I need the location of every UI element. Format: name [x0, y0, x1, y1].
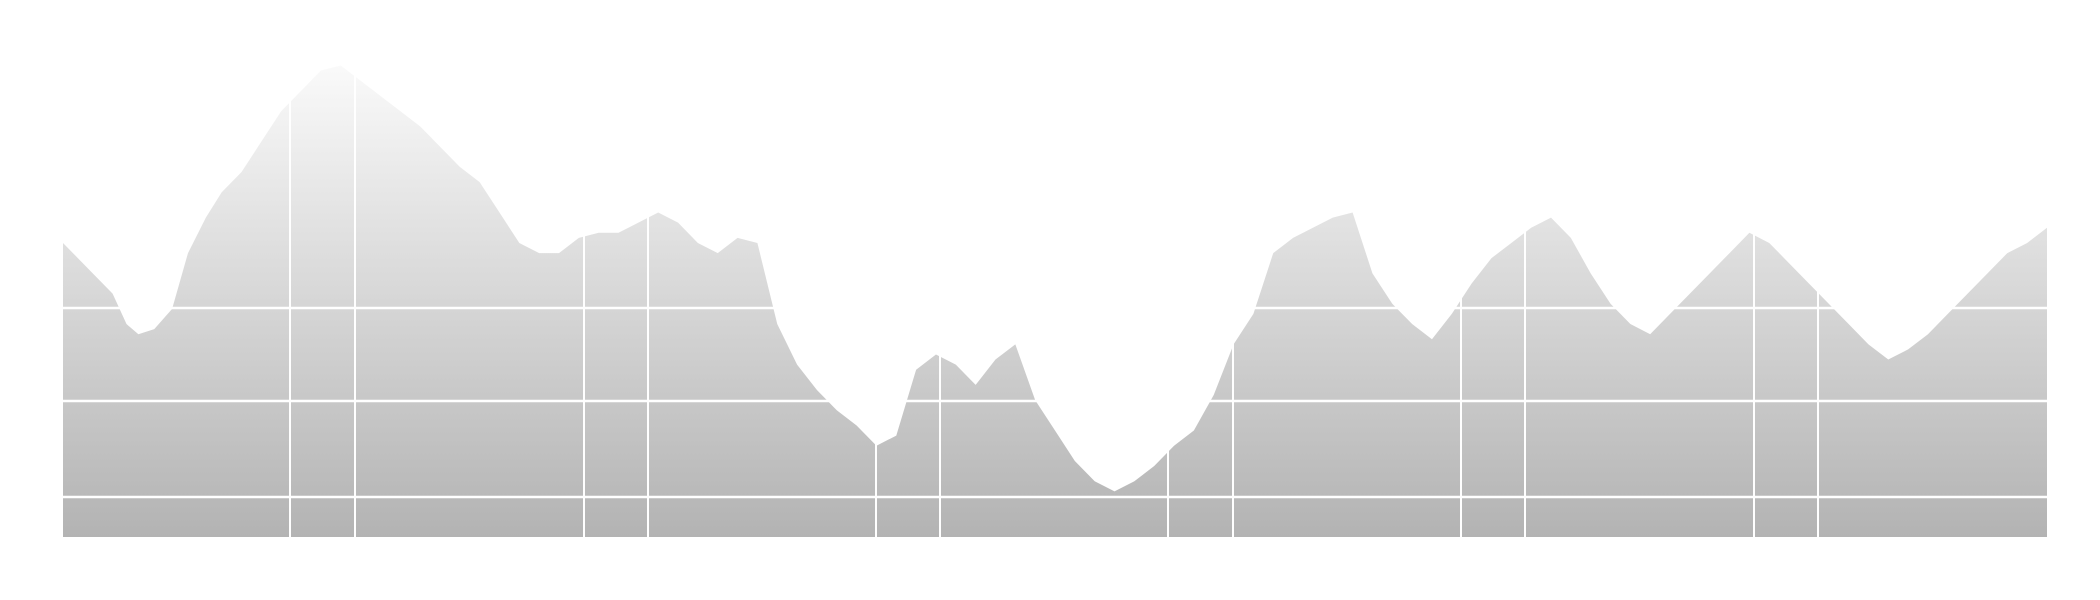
profile-mask — [63, 0, 2047, 492]
